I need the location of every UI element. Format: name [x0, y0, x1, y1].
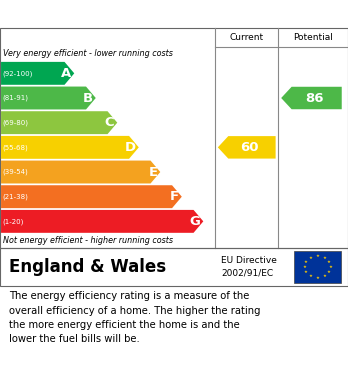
Text: 86: 86	[305, 91, 324, 104]
Text: Potential: Potential	[293, 33, 333, 42]
Text: ★: ★	[309, 256, 313, 260]
Text: C: C	[105, 116, 114, 129]
Text: 60: 60	[240, 141, 259, 154]
Text: Not energy efficient - higher running costs: Not energy efficient - higher running co…	[3, 236, 174, 245]
Text: B: B	[83, 91, 93, 104]
Text: E: E	[148, 165, 158, 179]
Bar	[294, 251, 341, 283]
Text: (39-54): (39-54)	[3, 169, 29, 175]
Text: (21-38): (21-38)	[3, 194, 29, 200]
Text: (92-100): (92-100)	[3, 70, 33, 77]
Text: The energy efficiency rating is a measure of the
overall efficiency of a home. T: The energy efficiency rating is a measur…	[9, 291, 260, 344]
Text: D: D	[125, 141, 136, 154]
Polygon shape	[1, 161, 160, 183]
Text: (81-91): (81-91)	[3, 95, 29, 101]
Text: ★: ★	[327, 260, 331, 264]
Text: ★: ★	[322, 274, 326, 278]
Text: ★: ★	[304, 270, 308, 274]
Text: England & Wales: England & Wales	[9, 258, 166, 276]
Text: ★: ★	[322, 256, 326, 260]
Polygon shape	[1, 111, 117, 134]
Text: F: F	[170, 190, 179, 203]
Text: G: G	[190, 215, 200, 228]
Text: ★: ★	[316, 276, 319, 280]
Text: ★: ★	[316, 255, 319, 258]
Polygon shape	[1, 136, 139, 159]
Text: ★: ★	[327, 270, 331, 274]
Text: A: A	[61, 67, 71, 80]
Polygon shape	[218, 136, 276, 159]
Text: ★: ★	[302, 265, 306, 269]
Polygon shape	[1, 86, 96, 109]
Polygon shape	[1, 185, 182, 208]
Text: ★: ★	[329, 265, 333, 269]
Polygon shape	[281, 87, 342, 109]
Text: Very energy efficient - lower running costs: Very energy efficient - lower running co…	[3, 49, 173, 58]
Polygon shape	[1, 210, 203, 233]
Text: (1-20): (1-20)	[3, 218, 24, 224]
Text: ★: ★	[304, 260, 308, 264]
Text: Energy Efficiency Rating: Energy Efficiency Rating	[9, 7, 230, 22]
Text: ★: ★	[309, 274, 313, 278]
Text: (69-80): (69-80)	[3, 119, 29, 126]
Text: EU Directive
2002/91/EC: EU Directive 2002/91/EC	[221, 256, 277, 278]
Text: Current: Current	[230, 33, 264, 42]
Polygon shape	[1, 62, 74, 85]
Text: (55-68): (55-68)	[3, 144, 29, 151]
